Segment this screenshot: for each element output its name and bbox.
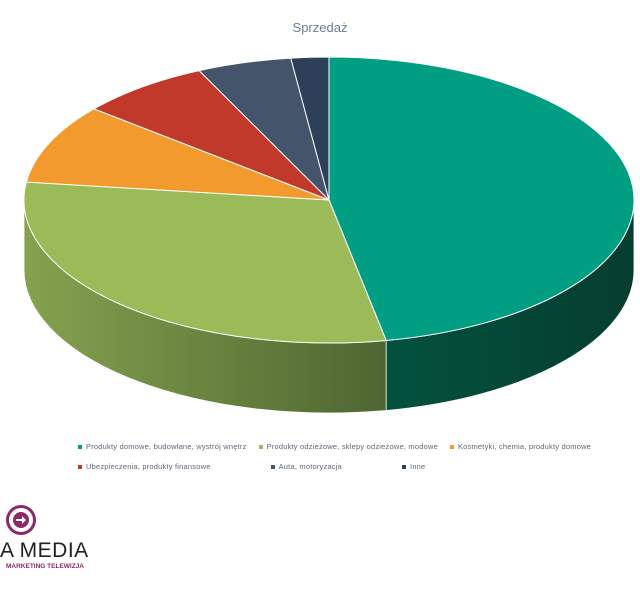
pie-chart: [23, 56, 635, 414]
legend-label: Produkty domowe, budowlane, wystrój wnęt…: [86, 442, 247, 451]
legend-swatch: [78, 464, 82, 469]
pie-slice: [290, 56, 330, 201]
logo-name: A MEDIA: [0, 539, 89, 562]
legend-row: Ubezpieczenia, produkty finansowe Auta, m…: [78, 462, 618, 471]
logo-tagline: MARKETING TELEWIZJA: [6, 563, 84, 570]
pie-slice: [92, 70, 330, 201]
legend-item: Auta, motoryzacja: [270, 462, 343, 471]
pie-tops: [23, 56, 635, 344]
pie-slice: [23, 181, 387, 344]
legend-label: Ubezpieczenia, produkty finansowe: [86, 462, 211, 471]
legend-label: Kosmetyki, chemia, produkty domowe: [457, 442, 592, 451]
pie-slice: [25, 108, 330, 201]
legend-item: Kosmetyki, chemia, produkty domowe: [449, 442, 592, 451]
legend-swatch: [258, 444, 263, 449]
legend-label: Produkty odzieżowe, sklepy odzieżowe, mo…: [266, 442, 438, 451]
legend-swatch: [402, 464, 407, 469]
chart-title: Sprzedaż: [292, 20, 348, 35]
legend-item: Produkty odzieżowe, sklepy odzieżowe, mo…: [258, 442, 438, 451]
pie-slice: [328, 56, 635, 341]
legend-swatch: [270, 464, 275, 469]
legend-item: Produkty domowe, budowlane, wystrój wnęt…: [78, 442, 247, 451]
legend-swatch: [449, 444, 454, 449]
legend-swatch: [78, 444, 82, 449]
legend-label: Auta, motoryzacja: [278, 462, 343, 471]
legend-item: Ubezpieczenia, produkty finansowe: [78, 462, 211, 471]
logo-arrow-icon: [6, 505, 36, 535]
legend-label: Inne: [410, 462, 426, 471]
legend: Produkty domowe, budowlane, wystrój wnęt…: [78, 442, 618, 482]
legend-row: Produkty domowe, budowlane, wystrój wnęt…: [78, 442, 618, 451]
legend-item: Inne: [402, 462, 425, 471]
